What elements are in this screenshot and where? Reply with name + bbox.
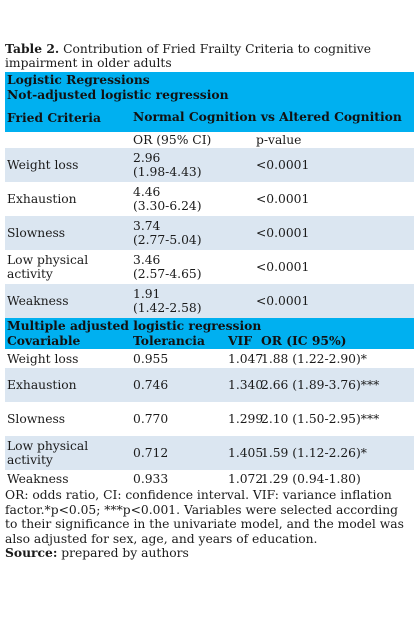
col-p: p-value [256,133,302,147]
vif-cell: 1.047 [228,351,264,366]
vif-cell: 1.299 [228,412,264,426]
table-row: Slowness 0.770 1.299 2.10 (1.50-2.95)*** [5,402,414,436]
table-notes: OR: odds ratio, CI: confidence interval.… [5,488,413,561]
or-cell: 4.46 (3.30-6.24) [133,185,202,213]
subsection-title: Not-adjusted logistic regression [7,86,229,102]
table-row: Exhaustion 4.46 (3.30-6.24) <0.0001 [5,182,414,216]
col-or-ic: OR (IC 95%) [261,333,347,348]
col-criteria: Fried Criteria [7,109,101,125]
table-row: Weakness 1.91 (1.42-2.58) <0.0001 [5,284,414,318]
source-text: prepared by authors [57,546,189,560]
tolerance-cell: 0.712 [133,446,169,460]
table-caption: Table 2. Contribution of Fried Frailty C… [5,41,410,71]
table-row: Weight loss 2.96 (1.98-4.43) <0.0001 [5,148,414,182]
vif-cell: 1.340 [228,378,264,392]
table-document: Table 2. Contribution of Fried Frailty C… [5,42,414,561]
col-group: Normal Cognition vs Altered Cognition [133,109,402,124]
or-ic-cell: 1.88 (1.22-2.90)* [261,351,367,366]
covariable-cell: Slowness [7,412,66,426]
or-ic-cell: 2.10 (1.50-2.95)*** [261,412,380,426]
vif-cell: 1.405 [228,446,264,460]
or-cell: 3.46 (2.57-4.65) [133,253,202,281]
vif-cell: 1.072 [228,471,264,486]
tolerance-cell: 0.770 [133,412,169,426]
adjusted-header-band: Multiple adjusted logistic regression Co… [5,318,414,349]
or-ic-cell: 1.59 (1.12-2.26)* [261,446,367,460]
criterion-cell: Weight loss [7,158,79,172]
table-title: Contribution of Fried Frailty Criteria t… [5,42,371,70]
table-row: Exhaustion 0.746 1.340 2.66 (1.89-3.76)*… [5,368,414,402]
footnote: OR: odds ratio, CI: confidence interval.… [5,488,404,546]
p-cell: <0.0001 [256,226,310,240]
tolerance-cell: 0.746 [133,378,169,392]
covariable-cell: Weakness [7,471,69,486]
col-or: OR (95% CI) [133,133,212,147]
source-line: Source: prepared by authors [5,545,413,561]
or-ic-cell: 1.29 (0.94-1.80) [261,471,361,486]
col-vif: VIF [228,333,253,348]
adjusted-column-header-row: Covariable Tolerancia VIF OR (IC 95%) [5,333,414,349]
column-header-row: Fried Criteria Normal Cognition vs Alter… [5,102,414,132]
covariable-cell: Exhaustion [7,378,77,392]
col-tolerance: Tolerancia [133,333,205,348]
or-cell: 1.91 (1.42-2.58) [133,287,202,315]
criterion-cell: Weakness [7,294,69,308]
or-cell: 3.74 (2.77-5.04) [133,219,202,247]
p-cell: <0.0001 [256,192,310,206]
p-cell: <0.0001 [256,158,310,172]
regression-table: Logistic Regressions Not-adjusted logist… [5,72,414,487]
covariable-cell: Low physical activity [7,439,89,467]
subheader-row: OR (95% CI) p-value [5,132,414,148]
table-row: Weakness 0.933 1.072 1.29 (0.94-1.80) [5,470,414,487]
source-label: Source: [5,545,58,560]
criterion-cell: Slowness [7,226,66,240]
or-cell: 2.96 (1.98-4.43) [133,151,202,179]
p-cell: <0.0001 [256,260,310,274]
section-title: Logistic Regressions [7,71,150,87]
tolerance-cell: 0.955 [133,351,169,366]
criterion-cell: Low physical activity [7,253,89,281]
header-band: Logistic Regressions Not-adjusted logist… [5,72,414,132]
table-row: Low physical activity 3.46 (2.57-4.65) <0… [5,250,414,284]
table-label: Table 2. [5,41,60,56]
table-row: Slowness 3.74 (2.77-5.04) <0.0001 [5,216,414,250]
p-cell: <0.0001 [256,294,310,308]
table-row: Low physical activity 0.712 1.405 1.59 (… [5,436,414,470]
tolerance-cell: 0.933 [133,471,169,486]
covariable-cell: Weight loss [7,351,79,366]
col-covariable: Covariable [7,333,81,348]
or-ic-cell: 2.66 (1.89-3.76)*** [261,378,380,392]
criterion-cell: Exhaustion [7,192,77,206]
adjusted-title: Multiple adjusted logistic regression [7,317,262,333]
table-row: Weight loss 0.955 1.047 1.88 (1.22-2.90)… [5,349,414,368]
